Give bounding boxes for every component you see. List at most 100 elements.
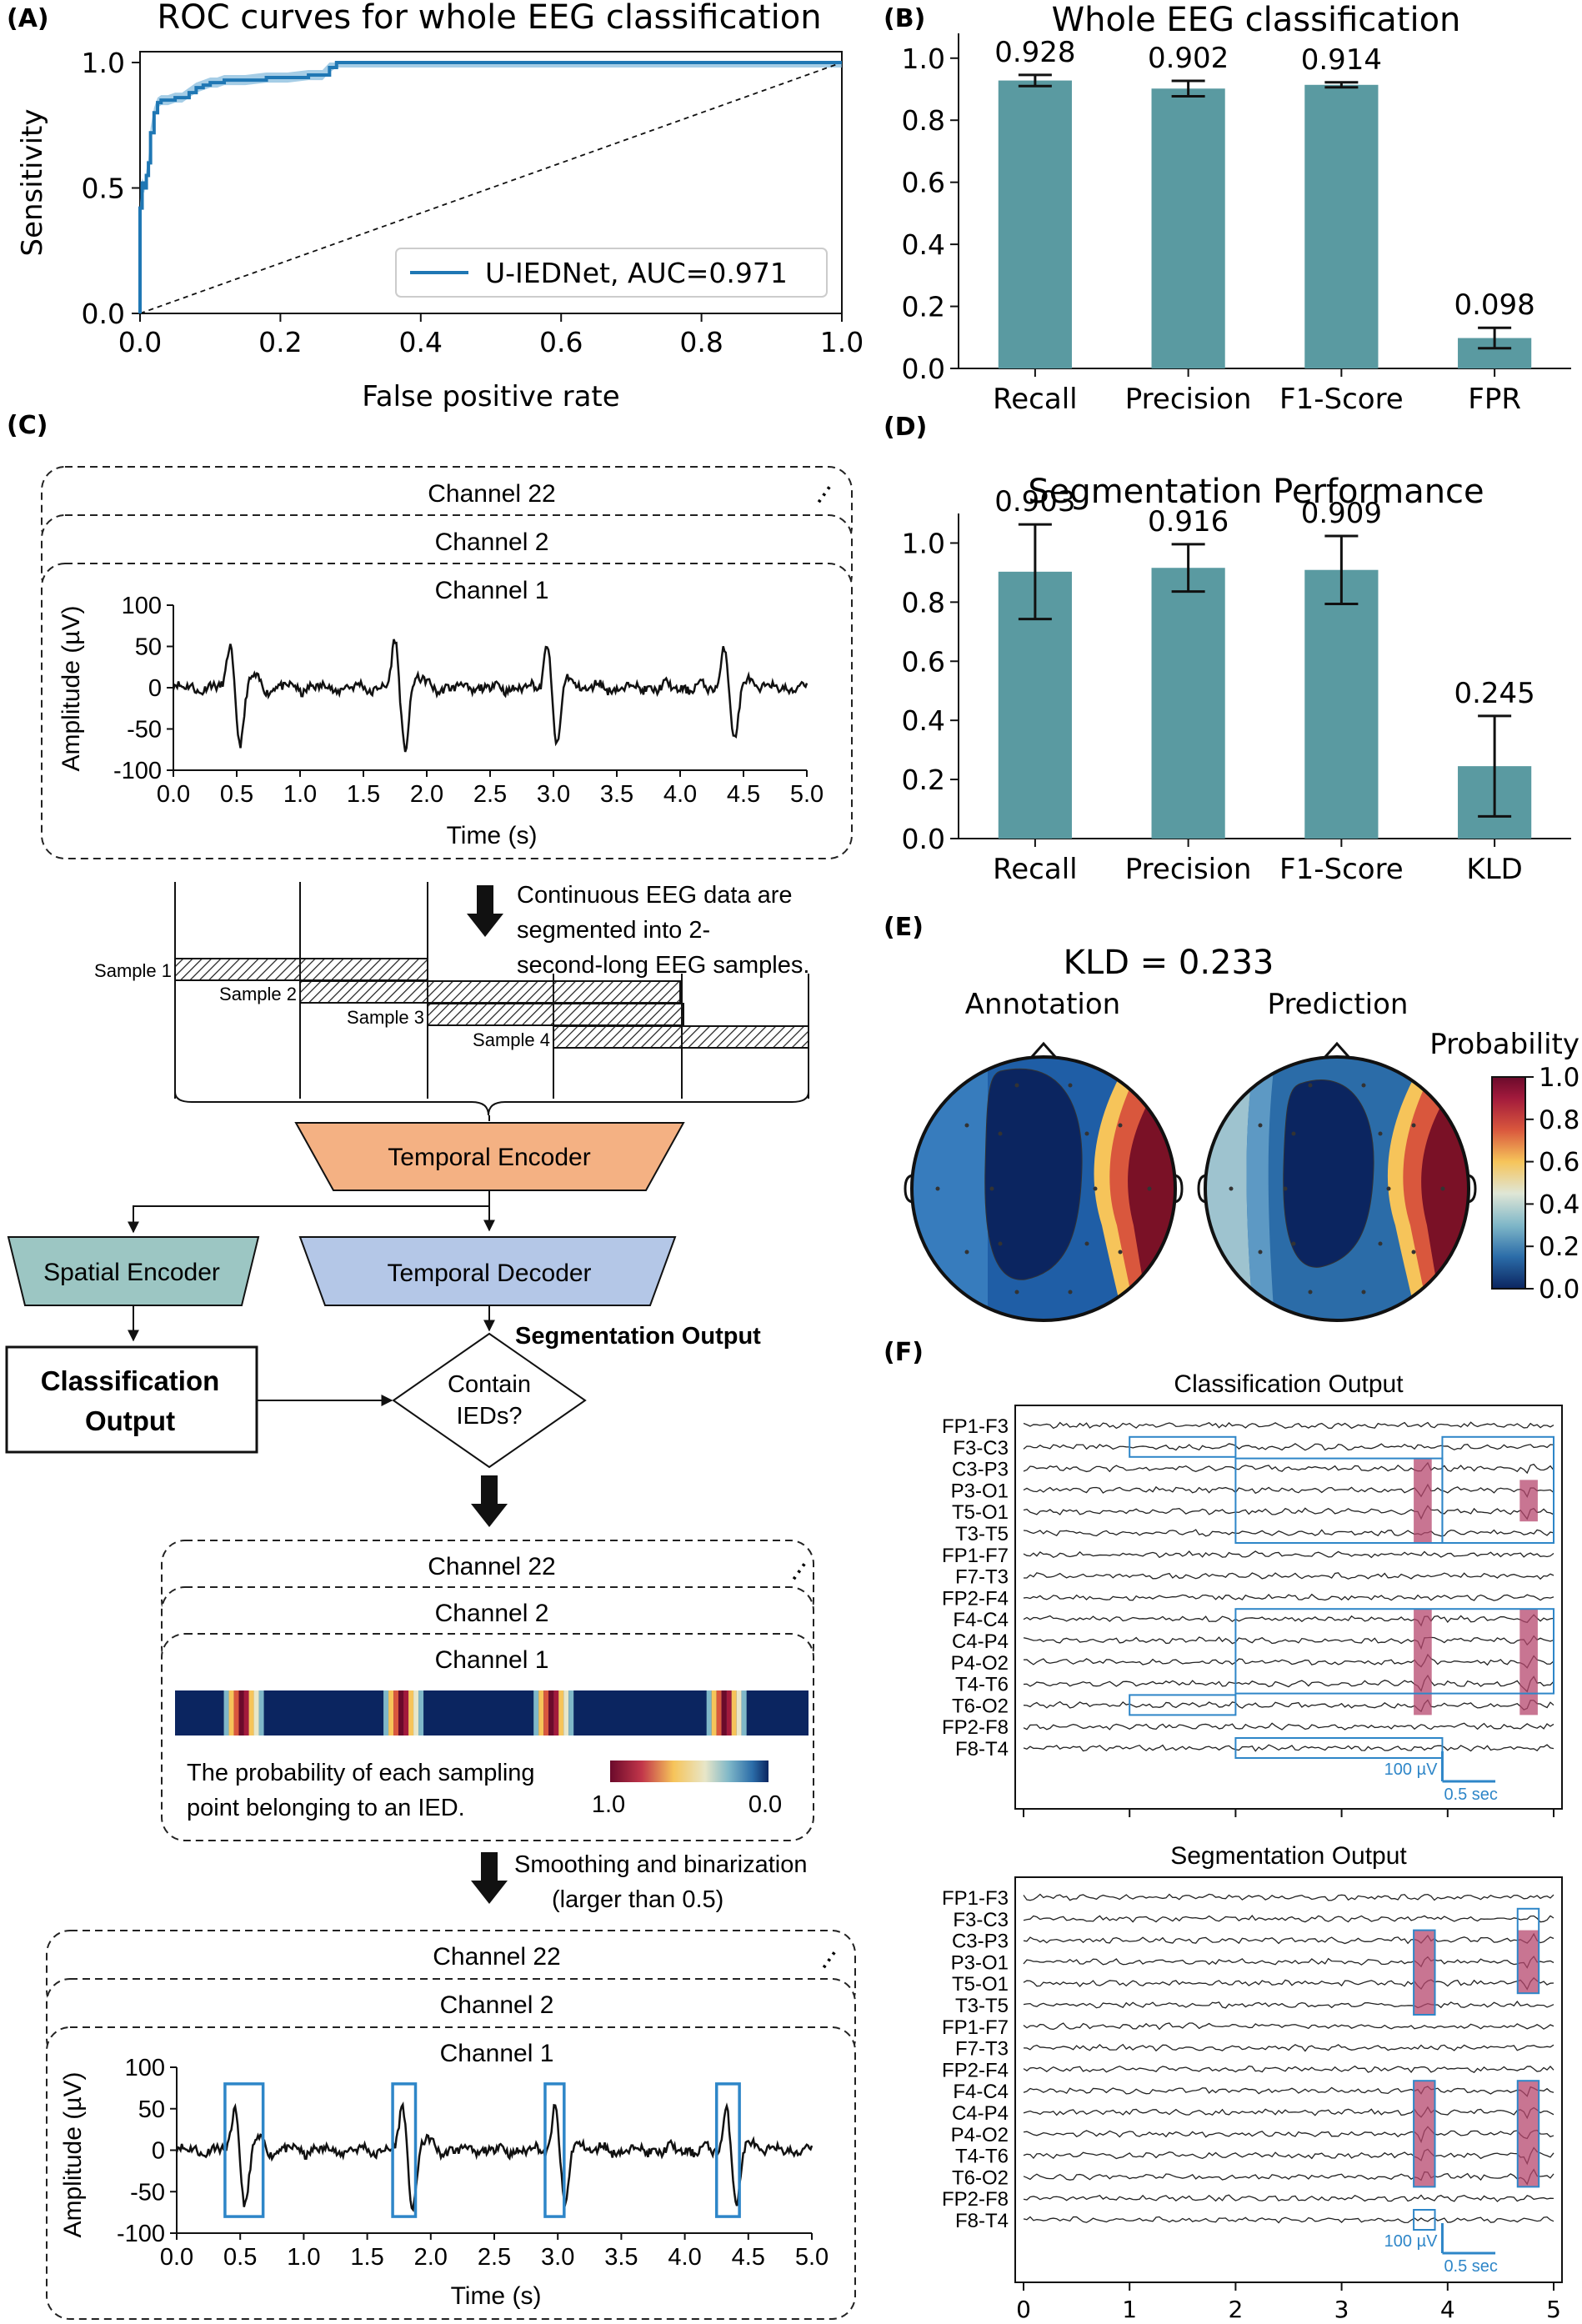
f-channel-label: F8-T4 [955, 2210, 1009, 2232]
temporal-encoder-label: Temporal Encoder [388, 1144, 590, 1171]
panel-e: (E) KLD = 0.233 Annotation Prediction [884, 913, 1579, 1322]
bar-d-value-label: 0.916 [1148, 505, 1229, 538]
f-channel-trace [1023, 2126, 1554, 2144]
decision-label: Contain [448, 1371, 531, 1398]
eeg-bottom-xtick-label: 2.5 [478, 2244, 511, 2271]
f-channel-trace [1023, 1653, 1554, 1669]
segmentation-output-label: Segmentation Output [515, 1323, 761, 1350]
roc-curve [138, 61, 842, 313]
prob-strip-ied [736, 1690, 742, 1735]
panel-label-a: (A) [7, 4, 49, 33]
eeg-top-xtick-label: 0.5 [220, 781, 253, 808]
f-channel-trace [1023, 1614, 1554, 1627]
bar-b-category-label: F1-Score [1279, 383, 1404, 416]
eeg-bottom-xtick-label: 4.5 [732, 2244, 765, 2271]
f-channel-label: T4-T6 [955, 2146, 1009, 2168]
sample-label: Sample 4 [473, 1029, 550, 1050]
f-channel-trace [1023, 2216, 1554, 2224]
f-ied-highlight [1517, 2081, 1539, 2187]
f-channel-label: F4-C4 [953, 2081, 1009, 2103]
f-xtick-label: 2 [1228, 2296, 1243, 2323]
eeg-bottom-ytick-label: -100 [117, 2221, 165, 2247]
bar-b-ytick-label: 0.8 [902, 104, 945, 137]
sample-label: Sample 2 [219, 984, 297, 1004]
down-arrow-icon [471, 1852, 508, 1904]
prob-strip-ied [413, 1690, 419, 1735]
f-channel-box [1234, 1457, 1444, 1544]
f-channel-box [1516, 1907, 1540, 1995]
prob-strip-ied [403, 1690, 409, 1735]
eeg-top-xtick-label: 0.0 [157, 781, 190, 808]
eeg-bottom-trace [175, 2101, 814, 2212]
f-channel-trace [1023, 2194, 1554, 2202]
prob-strip-ied [553, 1690, 559, 1735]
prob-strip-ied [721, 1690, 727, 1735]
f-channel-label: C4-P4 [952, 2102, 1009, 2125]
f-channel-label: T6-O2 [952, 1695, 1009, 1717]
prob-strip-ied [568, 1690, 574, 1735]
roc-ytick-label: 0.5 [82, 173, 125, 205]
bar-d-ytick-label: 0.2 [902, 764, 945, 796]
temporal-decoder-block [298, 1236, 677, 1306]
eeg-top-xtick-label: 3.0 [537, 781, 570, 808]
eeg-bottom-xlabel: Time (s) [451, 2282, 542, 2310]
roc-xtick-label: 0.4 [399, 326, 443, 358]
classification-output-label: Classification [41, 1365, 220, 1396]
bar-b-ytick-label: 1.0 [902, 43, 945, 75]
channel-label: Channel 1 [435, 1646, 549, 1674]
topomap-prediction [1197, 1041, 1477, 1322]
eeg-bottom-xtick-label: 1.5 [350, 2244, 383, 2271]
eeg-top-ylabel: Amplitude (µV) [58, 605, 85, 771]
channel-label: Channel 1 [435, 577, 549, 604]
prob-strip-ied [398, 1690, 404, 1735]
colorbar-tick-label: 0.0 [1539, 1275, 1579, 1305]
f-channel-label: FP1-F7 [942, 2016, 1009, 2039]
eeg-top-xtick-label: 1.5 [347, 781, 380, 808]
bar-d-category-label: F1-Score [1279, 853, 1404, 886]
f-xtick-label: 3 [1334, 2296, 1349, 2323]
prob-strip-ied [253, 1690, 259, 1735]
f-channel-trace [1023, 2001, 1554, 2009]
bar-b-category-label: Precision [1125, 383, 1252, 416]
segment-note-line: segmented into 2- [517, 917, 710, 944]
probability-strip [175, 1690, 809, 1735]
eeg-bottom-xtick-label: 4.0 [668, 2244, 701, 2271]
f-channel-trace [1023, 1421, 1554, 1430]
bar-d-value-label: 0.245 [1454, 677, 1534, 710]
f-channel-label: T3-T5 [955, 1995, 1009, 2017]
roc-xtick-label: 0.0 [118, 326, 162, 358]
channel-stack-bottom: ... Channel 22 Channel 2 Channel 1 [46, 1930, 856, 2320]
roc-ytick-label: 1.0 [82, 47, 125, 79]
f-channel-label: F3-C3 [953, 1909, 1009, 1931]
eeg-bottom-xtick-label: 1.0 [287, 2244, 320, 2271]
f-channel-trace [1023, 1461, 1554, 1475]
eeg-bottom-ytick-label: 0 [152, 2138, 165, 2165]
f-xtick-label: 5 [1546, 2296, 1561, 2323]
eeg-top-ytick-label: 0 [148, 675, 162, 702]
eeg-top-ytick-label: 100 [122, 593, 162, 619]
f-channel-box [1441, 1435, 1554, 1545]
bar-b-ytick-label: 0.2 [902, 291, 945, 323]
channel-label: Channel 22 [428, 480, 555, 508]
eeg-plot-bottom: 0.0 0.5 1.0 1.5 2.0 2.5 3.0 3.5 4.0 4.5 5.0 100 50 0 -… [117, 2055, 829, 2271]
f-channel-box [1129, 1435, 1237, 1458]
f-channel-label: P4-O2 [951, 2124, 1009, 2146]
f-channel-label: C4-P4 [952, 1630, 1009, 1653]
bar-b-category-label: FPR [1468, 383, 1521, 416]
roc-xtick-label: 0.6 [539, 326, 583, 358]
eeg-bottom-ylabel: Amplitude (µV) [59, 2071, 87, 2237]
f-channel-label: FP2-F8 [942, 1716, 1009, 1739]
bar-b-bar [1151, 88, 1225, 368]
f-channel-trace [1023, 1593, 1554, 1601]
prob-strip-ied [538, 1690, 544, 1735]
eeg-bottom-xtick-label: 3.0 [541, 2244, 574, 2271]
channel-label: Channel 1 [440, 2040, 554, 2067]
roc-ytick-label: 0.0 [82, 298, 125, 330]
prob-strip-ied [248, 1690, 254, 1735]
f-bottom-subtitle: Segmentation Output [1170, 1842, 1407, 1870]
panel-label-c: (C) [7, 411, 48, 440]
eeg-bottom-xtick-label: 3.5 [604, 2244, 638, 2271]
bar-b-ytick-label: 0.6 [902, 167, 945, 199]
panel-c: (C) ... Channel 22 Channel 2 Channel 1 0… [5, 411, 856, 2320]
channel-label: Channel 2 [435, 1600, 549, 1627]
